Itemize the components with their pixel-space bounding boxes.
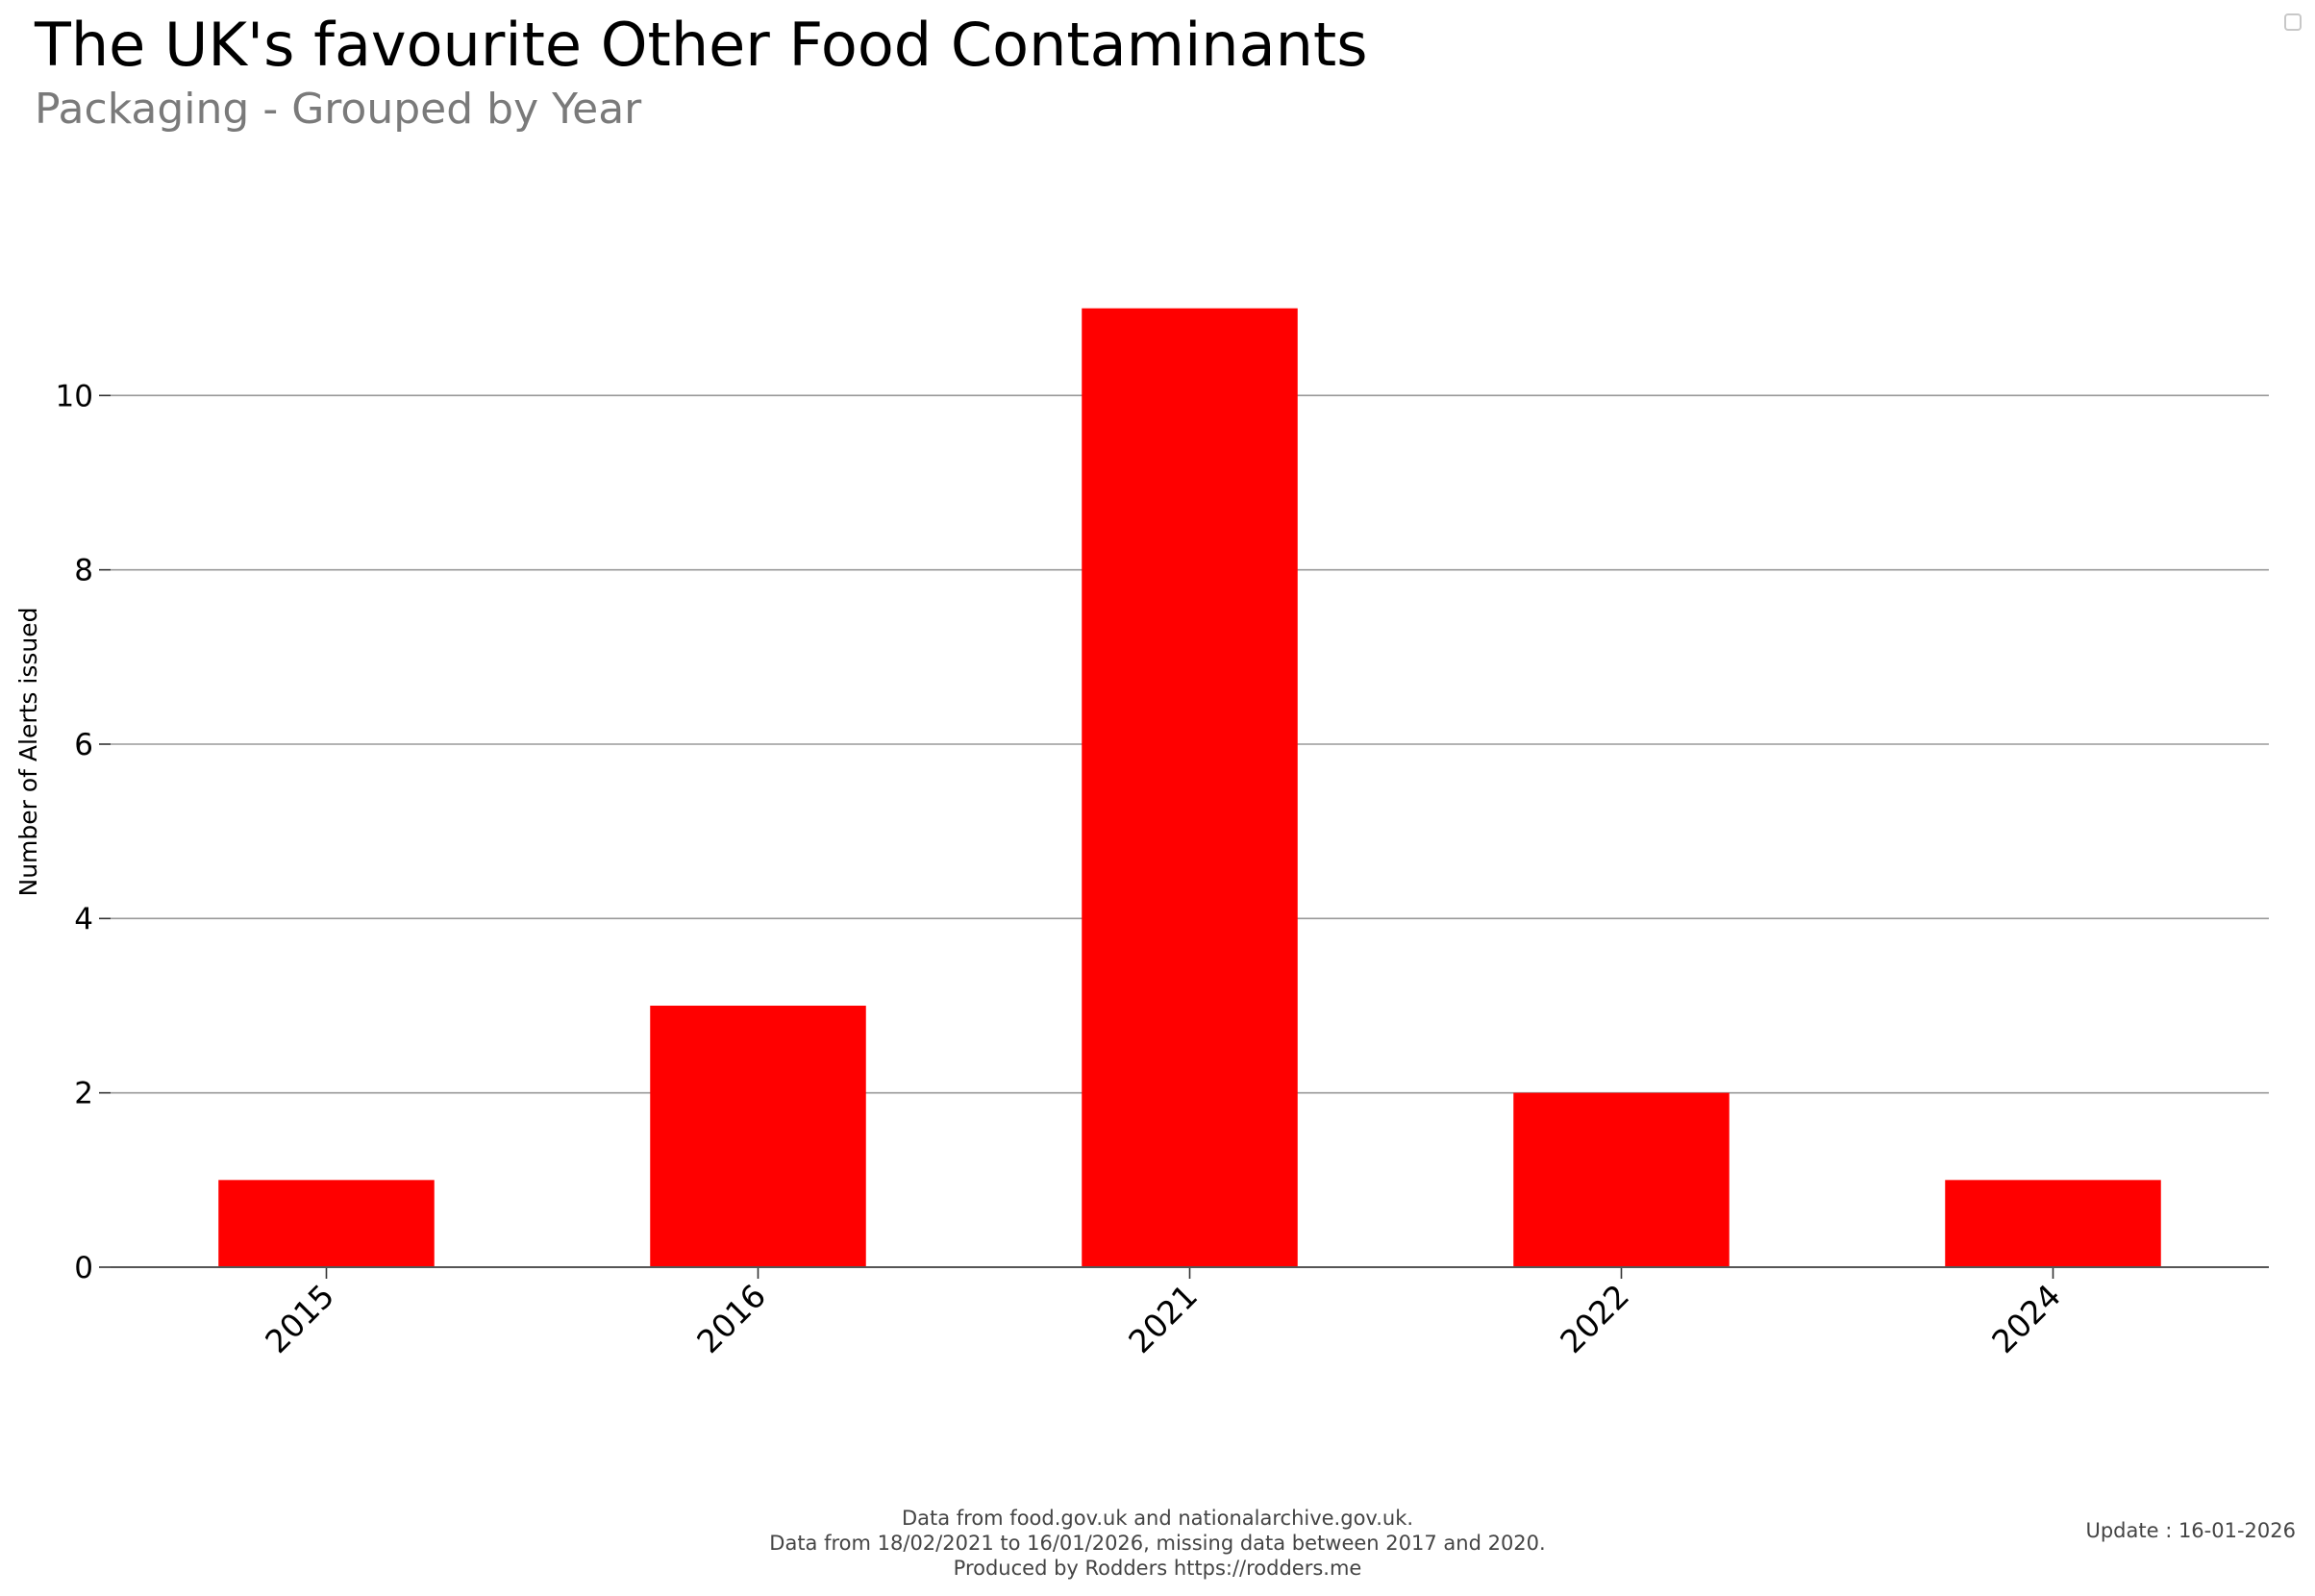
- chart-title: The UK's favourite Other Food Contaminan…: [35, 10, 1368, 80]
- y-tick-label: 6: [74, 728, 93, 762]
- x-tick-label: 2024: [1984, 1277, 2068, 1360]
- y-axis-label: Number of Alerts issued: [14, 608, 42, 897]
- x-tick-label: 2016: [689, 1277, 773, 1360]
- y-tick-label: 10: [56, 379, 93, 413]
- footer-credit-line: Produced by Rodders https://rodders.me: [953, 1557, 1362, 1580]
- x-tick-label: 2022: [1553, 1277, 1636, 1360]
- x-tick-label: 2015: [258, 1277, 341, 1360]
- update-date: Update : 16-01-2026: [2085, 1519, 2296, 1542]
- y-tick-label: 0: [74, 1251, 93, 1285]
- footer-source-line: Data from food.gov.uk and nationalarchiv…: [901, 1507, 1414, 1530]
- y-tick-label: 8: [74, 554, 93, 588]
- chart-subtitle: Packaging - Grouped by Year: [35, 85, 642, 134]
- bar-2016[interactable]: [650, 1006, 866, 1267]
- bar-2015[interactable]: [218, 1180, 435, 1267]
- bar-2021[interactable]: [1082, 308, 1298, 1268]
- footer-notes: Data from food.gov.uk and nationalarchiv…: [0, 1506, 2315, 1581]
- bar-2022[interactable]: [1513, 1092, 1730, 1267]
- legend-toggle-checkbox[interactable]: [2284, 13, 2302, 31]
- x-tick-label: 2021: [1121, 1277, 1205, 1360]
- bar-chart: 0 2 4 6 8 10 2015 2016 2021 2022 2024 Number of Al…: [14, 308, 2269, 1360]
- bars: [218, 308, 2161, 1268]
- y-tick-label: 2: [74, 1077, 93, 1111]
- bar-2024[interactable]: [1945, 1180, 2161, 1267]
- y-tick-label: 4: [74, 902, 93, 936]
- footer-range-line: Data from 18/02/2021 to 16/01/2026, miss…: [769, 1532, 1546, 1555]
